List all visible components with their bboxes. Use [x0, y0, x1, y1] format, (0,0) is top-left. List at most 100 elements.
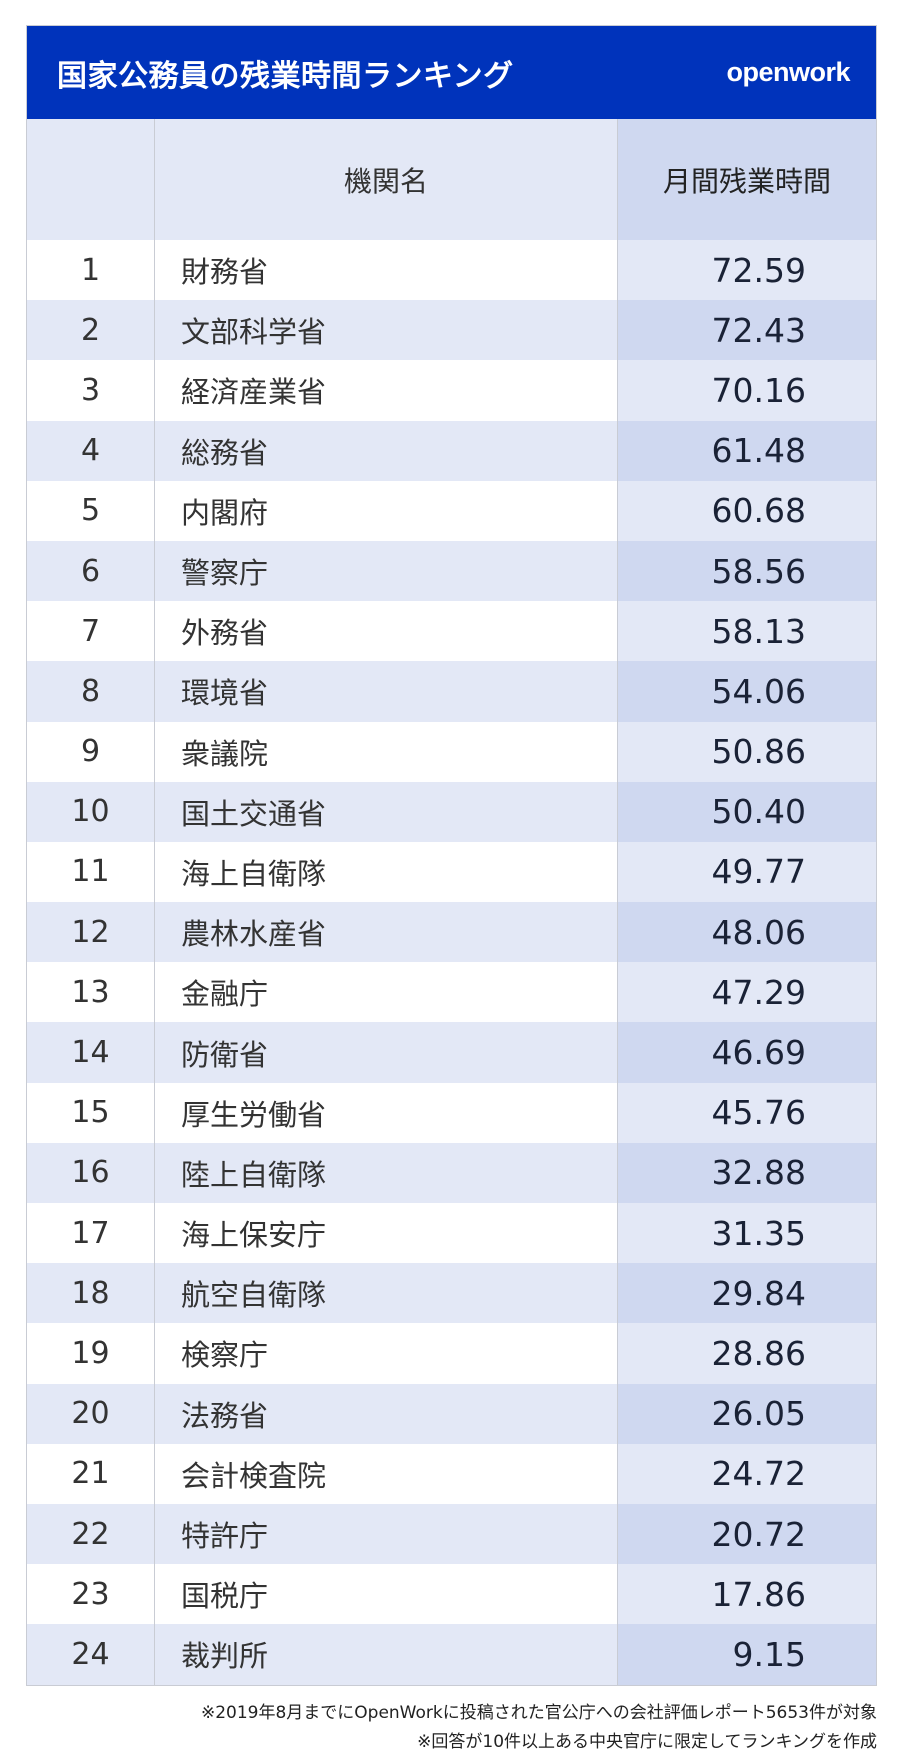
rank-cell: 22	[27, 1503, 155, 1565]
value-cell: 47.29	[618, 962, 876, 1023]
name-cell: 防衛省	[155, 1022, 618, 1083]
name-cell: 海上保安庁	[155, 1203, 618, 1264]
table-row: 11 海上自衛隊 49.77	[27, 841, 876, 903]
rank-cell: 14	[27, 1022, 155, 1083]
table-row: 10 国土交通省 50.40	[27, 781, 876, 842]
value-cell: 28.86	[618, 1323, 876, 1384]
name-cell: 裁判所	[155, 1624, 618, 1685]
value-cell: 46.69	[618, 1022, 876, 1083]
value-cell: 17.86	[618, 1564, 876, 1625]
value-cell: 48.06	[618, 902, 876, 963]
name-cell: 検察庁	[155, 1323, 618, 1384]
rank-cell: 16	[27, 1142, 155, 1203]
name-column-header: 機関名	[155, 119, 618, 240]
name-cell: 環境省	[155, 661, 618, 722]
value-cell: 24.72	[618, 1443, 876, 1504]
rank-cell: 21	[27, 1443, 155, 1504]
rank-cell: 7	[27, 601, 155, 662]
name-cell: 金融庁	[155, 962, 618, 1023]
name-cell: 特許庁	[155, 1503, 618, 1565]
rank-cell: 20	[27, 1383, 155, 1444]
name-cell: 厚生労働省	[155, 1082, 618, 1143]
table-row: 20 法務省 26.05	[27, 1383, 876, 1444]
table-row: 15 厚生労働省 45.76	[27, 1082, 876, 1143]
value-cell: 49.77	[618, 841, 876, 903]
table-row: 13 金融庁 47.29	[27, 962, 876, 1023]
table-row: 3 経済産業省 70.16	[27, 360, 876, 421]
name-cell: 農林水産省	[155, 902, 618, 963]
name-cell: 総務省	[155, 420, 618, 481]
value-cell: 70.16	[618, 360, 876, 421]
value-cell: 31.35	[618, 1203, 876, 1264]
name-cell: 衆議院	[155, 721, 618, 782]
name-cell: 財務省	[155, 240, 618, 301]
rank-cell: 11	[27, 841, 155, 903]
table-row: 14 防衛省 46.69	[27, 1022, 876, 1083]
column-header-row: 機関名 月間残業時間	[27, 119, 876, 240]
value-cell: 26.05	[618, 1383, 876, 1444]
openwork-logo: openwork	[726, 57, 850, 87]
table-row: 16 陸上自衛隊 32.88	[27, 1142, 876, 1203]
title-bar: 国家公務員の残業時間ランキング openwork	[27, 26, 876, 119]
rank-cell: 13	[27, 962, 155, 1023]
name-cell: 外務省	[155, 601, 618, 662]
table-row: 5 内閣府 60.68	[27, 480, 876, 541]
rank-cell: 23	[27, 1564, 155, 1625]
rank-cell: 2	[27, 300, 155, 361]
name-cell: 国税庁	[155, 1564, 618, 1625]
name-cell: 海上自衛隊	[155, 841, 618, 903]
value-cell: 72.43	[618, 300, 876, 361]
rank-cell: 9	[27, 721, 155, 782]
rank-cell: 19	[27, 1323, 155, 1384]
name-cell: 国土交通省	[155, 781, 618, 842]
name-cell: 法務省	[155, 1383, 618, 1444]
name-cell: 文部科学省	[155, 300, 618, 361]
table-title: 国家公務員の残業時間ランキング	[57, 58, 514, 94]
rank-cell: 8	[27, 661, 155, 722]
rank-cell: 1	[27, 240, 155, 301]
rank-cell: 17	[27, 1203, 155, 1264]
value-column-header: 月間残業時間	[618, 119, 876, 240]
name-cell: 経済産業省	[155, 360, 618, 421]
value-cell: 50.86	[618, 721, 876, 782]
value-cell: 29.84	[618, 1263, 876, 1324]
name-cell: 航空自衛隊	[155, 1263, 618, 1324]
value-cell: 60.68	[618, 480, 876, 541]
table-row: 6 警察庁 58.56	[27, 540, 876, 602]
name-cell: 陸上自衛隊	[155, 1142, 618, 1203]
table-row: 9 衆議院 50.86	[27, 721, 876, 782]
rank-cell: 15	[27, 1082, 155, 1143]
name-cell: 警察庁	[155, 540, 618, 602]
ranking-table: 国家公務員の残業時間ランキング openwork 機関名 月間残業時間 1 財務省…	[26, 25, 877, 1686]
value-cell: 58.56	[618, 540, 876, 602]
table-row: 7 外務省 58.13	[27, 601, 876, 662]
rank-cell: 6	[27, 540, 155, 602]
value-cell: 50.40	[618, 781, 876, 842]
table-row: 23 国税庁 17.86	[27, 1564, 876, 1625]
rank-column-header	[27, 119, 155, 240]
value-cell: 20.72	[618, 1503, 876, 1565]
rank-cell: 12	[27, 902, 155, 963]
rank-cell: 3	[27, 360, 155, 421]
value-cell: 32.88	[618, 1142, 876, 1203]
table-row: 8 環境省 54.06	[27, 661, 876, 722]
table-row: 12 農林水産省 48.06	[27, 902, 876, 963]
name-cell: 会計検査院	[155, 1443, 618, 1504]
table-row: 1 財務省 72.59	[27, 240, 876, 301]
rank-cell: 4	[27, 420, 155, 481]
table-row: 22 特許庁 20.72	[27, 1503, 876, 1565]
rank-cell: 5	[27, 480, 155, 541]
value-cell: 58.13	[618, 601, 876, 662]
value-cell: 45.76	[618, 1082, 876, 1143]
table-row: 4 総務省 61.48	[27, 420, 876, 481]
value-cell: 54.06	[618, 661, 876, 722]
table-row: 21 会計検査院 24.72	[27, 1443, 876, 1504]
value-cell: 61.48	[618, 420, 876, 481]
footnote-2: ※回答が10件以上ある中央官庁に限定してランキングを作成	[417, 1732, 877, 1752]
table-row: 18 航空自衛隊 29.84	[27, 1263, 876, 1324]
table-row: 17 海上保安庁 31.35	[27, 1203, 876, 1264]
table-row: 2 文部科学省 72.43	[27, 300, 876, 361]
value-cell: 9.15	[618, 1624, 876, 1685]
table-row: 19 検察庁 28.86	[27, 1323, 876, 1384]
value-cell: 72.59	[618, 240, 876, 301]
